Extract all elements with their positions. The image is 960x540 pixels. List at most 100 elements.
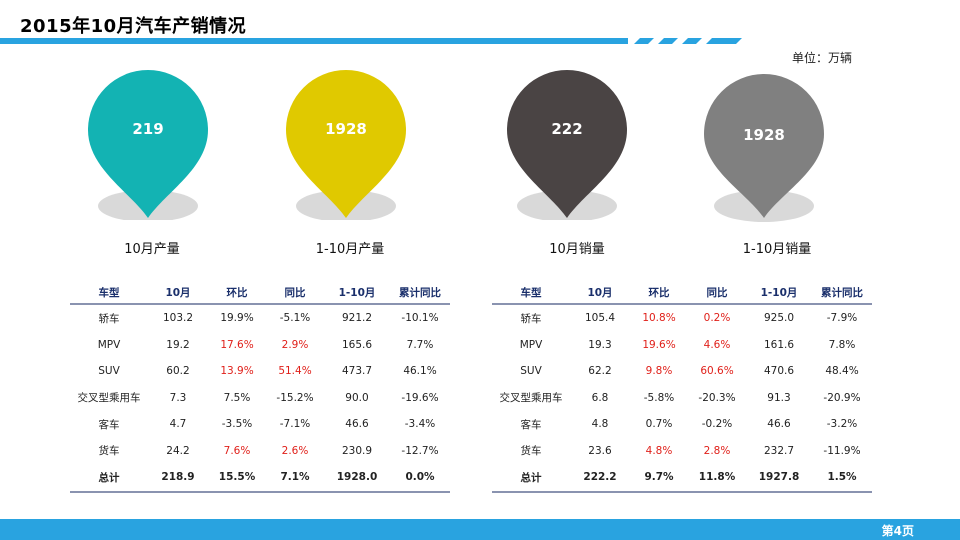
table-cell: -7.9% bbox=[826, 312, 858, 325]
table-cell: 交叉型乘用车 bbox=[77, 392, 141, 405]
pin-ytd-production: 1928 bbox=[286, 70, 446, 220]
pin-value: 1928 bbox=[325, 120, 367, 138]
table-row: 货车 24.2 7.6% 2.6% 230.9 -12.7% bbox=[70, 438, 450, 465]
table-cell: -12.7% bbox=[401, 444, 439, 457]
table-cell: 9.7% bbox=[630, 464, 688, 493]
table-row: 客车 4.7 -3.5% -7.1% 46.6 -3.4% bbox=[70, 411, 450, 438]
table-cell: MPV bbox=[519, 338, 543, 351]
column-header: 同比 bbox=[688, 281, 746, 305]
table-cell: 165.6 bbox=[341, 338, 373, 351]
table-cell: MPV bbox=[97, 338, 121, 351]
table-header-row: 车型 10月 环比 同比 1-10月 累计同比 bbox=[492, 281, 872, 305]
table-cell: 222.2 bbox=[570, 464, 630, 493]
table-cell: 0.2% bbox=[703, 312, 731, 325]
table-cell: 4.8% bbox=[645, 444, 673, 457]
column-header: 同比 bbox=[266, 281, 324, 305]
table-cell: 103.2 bbox=[162, 312, 194, 325]
table-cell: 10.8% bbox=[642, 312, 676, 325]
column-header: 10月 bbox=[148, 281, 208, 305]
table-cell: 2.8% bbox=[703, 444, 731, 457]
table-cell: 13.9% bbox=[220, 365, 254, 378]
table-row: 客车 4.8 0.7% -0.2% 46.6 -3.2% bbox=[492, 411, 872, 438]
table-row: 轿车 103.2 19.9% -5.1% 921.2 -10.1% bbox=[70, 304, 450, 332]
table-cell: -15.2% bbox=[276, 391, 314, 404]
table-cell: 7.7% bbox=[406, 338, 434, 351]
pin-label: 10月产量 bbox=[124, 242, 180, 257]
pin-october-production: 219 bbox=[88, 70, 248, 220]
table-cell: 客车 bbox=[520, 418, 542, 431]
table-cell: 7.3 bbox=[169, 391, 187, 404]
table-cell: 19.6% bbox=[642, 338, 676, 351]
table-cell: -3.2% bbox=[826, 418, 858, 431]
page-number: 第4页 bbox=[881, 524, 914, 538]
table-total-row: 总计 218.9 15.5% 7.1% 1928.0 0.0% bbox=[70, 464, 450, 493]
table-cell: 总计 bbox=[70, 464, 148, 493]
table-cell: 925.0 bbox=[763, 312, 795, 325]
table-cell: 161.6 bbox=[763, 338, 795, 351]
table-cell: 1927.8 bbox=[746, 464, 812, 493]
table-cell: 60.2 bbox=[166, 365, 190, 378]
table-cell: 7.5% bbox=[223, 391, 251, 404]
table-row: SUV 60.2 13.9% 51.4% 473.7 46.1% bbox=[70, 358, 450, 385]
pin-marker-shape bbox=[286, 70, 406, 220]
table-row: 货车 23.6 4.8% 2.8% 232.7 -11.9% bbox=[492, 438, 872, 465]
table-cell: 218.9 bbox=[148, 464, 208, 493]
column-header: 环比 bbox=[630, 281, 688, 305]
table-cell: 17.6% bbox=[220, 338, 254, 351]
unit-label: 单位：万辆 bbox=[792, 51, 853, 65]
table-cell: SUV bbox=[98, 365, 120, 378]
column-header: 环比 bbox=[208, 281, 266, 305]
table-cell: 46.6 bbox=[345, 418, 369, 431]
table-cell: 1928.0 bbox=[324, 464, 390, 493]
table-cell: 470.6 bbox=[763, 365, 795, 378]
table-row: MPV 19.2 17.6% 2.9% 165.6 7.7% bbox=[70, 332, 450, 359]
table-row: 轿车 105.4 10.8% 0.2% 925.0 -7.9% bbox=[492, 304, 872, 332]
table-row: 交叉型乘用车 7.3 7.5% -15.2% 90.0 -19.6% bbox=[70, 385, 450, 412]
table-cell: 23.6 bbox=[588, 444, 612, 457]
table-cell: 轿车 bbox=[520, 312, 542, 325]
pin-label: 1-10月销量 bbox=[742, 242, 812, 257]
table-cell: 232.7 bbox=[763, 444, 795, 457]
table-cell: 105.4 bbox=[584, 312, 616, 325]
table-cell: 473.7 bbox=[341, 365, 373, 378]
table-cell: 46.6 bbox=[767, 418, 791, 431]
table-cell: SUV bbox=[520, 365, 542, 378]
table-cell: 货车 bbox=[98, 445, 120, 458]
pin-value: 219 bbox=[132, 120, 164, 138]
column-header: 1-10月 bbox=[324, 281, 390, 305]
table-cell: 7.6% bbox=[223, 444, 251, 457]
column-header: 10月 bbox=[570, 281, 630, 305]
pin-value: 222 bbox=[551, 120, 583, 138]
table-cell: 15.5% bbox=[208, 464, 266, 493]
table-cell: 货车 bbox=[520, 445, 542, 458]
table-cell: 2.6% bbox=[281, 444, 309, 457]
table-cell: 9.8% bbox=[645, 365, 673, 378]
table-cell: -3.5% bbox=[221, 418, 253, 431]
pin-marker-shape bbox=[507, 70, 627, 220]
table-cell: 4.7 bbox=[169, 418, 187, 431]
pin-marker-shape bbox=[88, 70, 208, 220]
table-cell: 19.3 bbox=[588, 338, 612, 351]
table-cell: 0.0% bbox=[390, 464, 450, 493]
production-table: 车型 10月 环比 同比 1-10月 累计同比 轿车 103.2 19.9% -… bbox=[70, 281, 450, 493]
table-cell: -5.1% bbox=[279, 312, 311, 325]
table-cell: 62.2 bbox=[588, 365, 612, 378]
table-cell: 4.8 bbox=[591, 418, 609, 431]
table-cell: 2.9% bbox=[281, 338, 309, 351]
table-row: SUV 62.2 9.8% 60.6% 470.6 48.4% bbox=[492, 358, 872, 385]
pin-label: 10月销量 bbox=[549, 242, 605, 257]
table-cell: 客车 bbox=[98, 418, 120, 431]
pin-october-sales: 222 bbox=[507, 70, 667, 220]
table-cell: 24.2 bbox=[166, 444, 190, 457]
sales-table: 车型 10月 环比 同比 1-10月 累计同比 轿车 105.4 10.8% 0… bbox=[492, 281, 872, 493]
table-cell: 19.2 bbox=[166, 338, 190, 351]
table-cell: 51.4% bbox=[278, 365, 312, 378]
table-cell: 1.5% bbox=[812, 464, 872, 493]
table-cell: 4.6% bbox=[703, 338, 731, 351]
table-cell: -10.1% bbox=[401, 312, 439, 325]
column-header: 车型 bbox=[70, 281, 148, 305]
table-cell: -20.9% bbox=[823, 391, 861, 404]
column-header: 累计同比 bbox=[390, 281, 450, 305]
page-title: 2015年10月汽车产销情况 bbox=[20, 16, 247, 37]
pin-ytd-sales: 1928 bbox=[704, 74, 864, 224]
